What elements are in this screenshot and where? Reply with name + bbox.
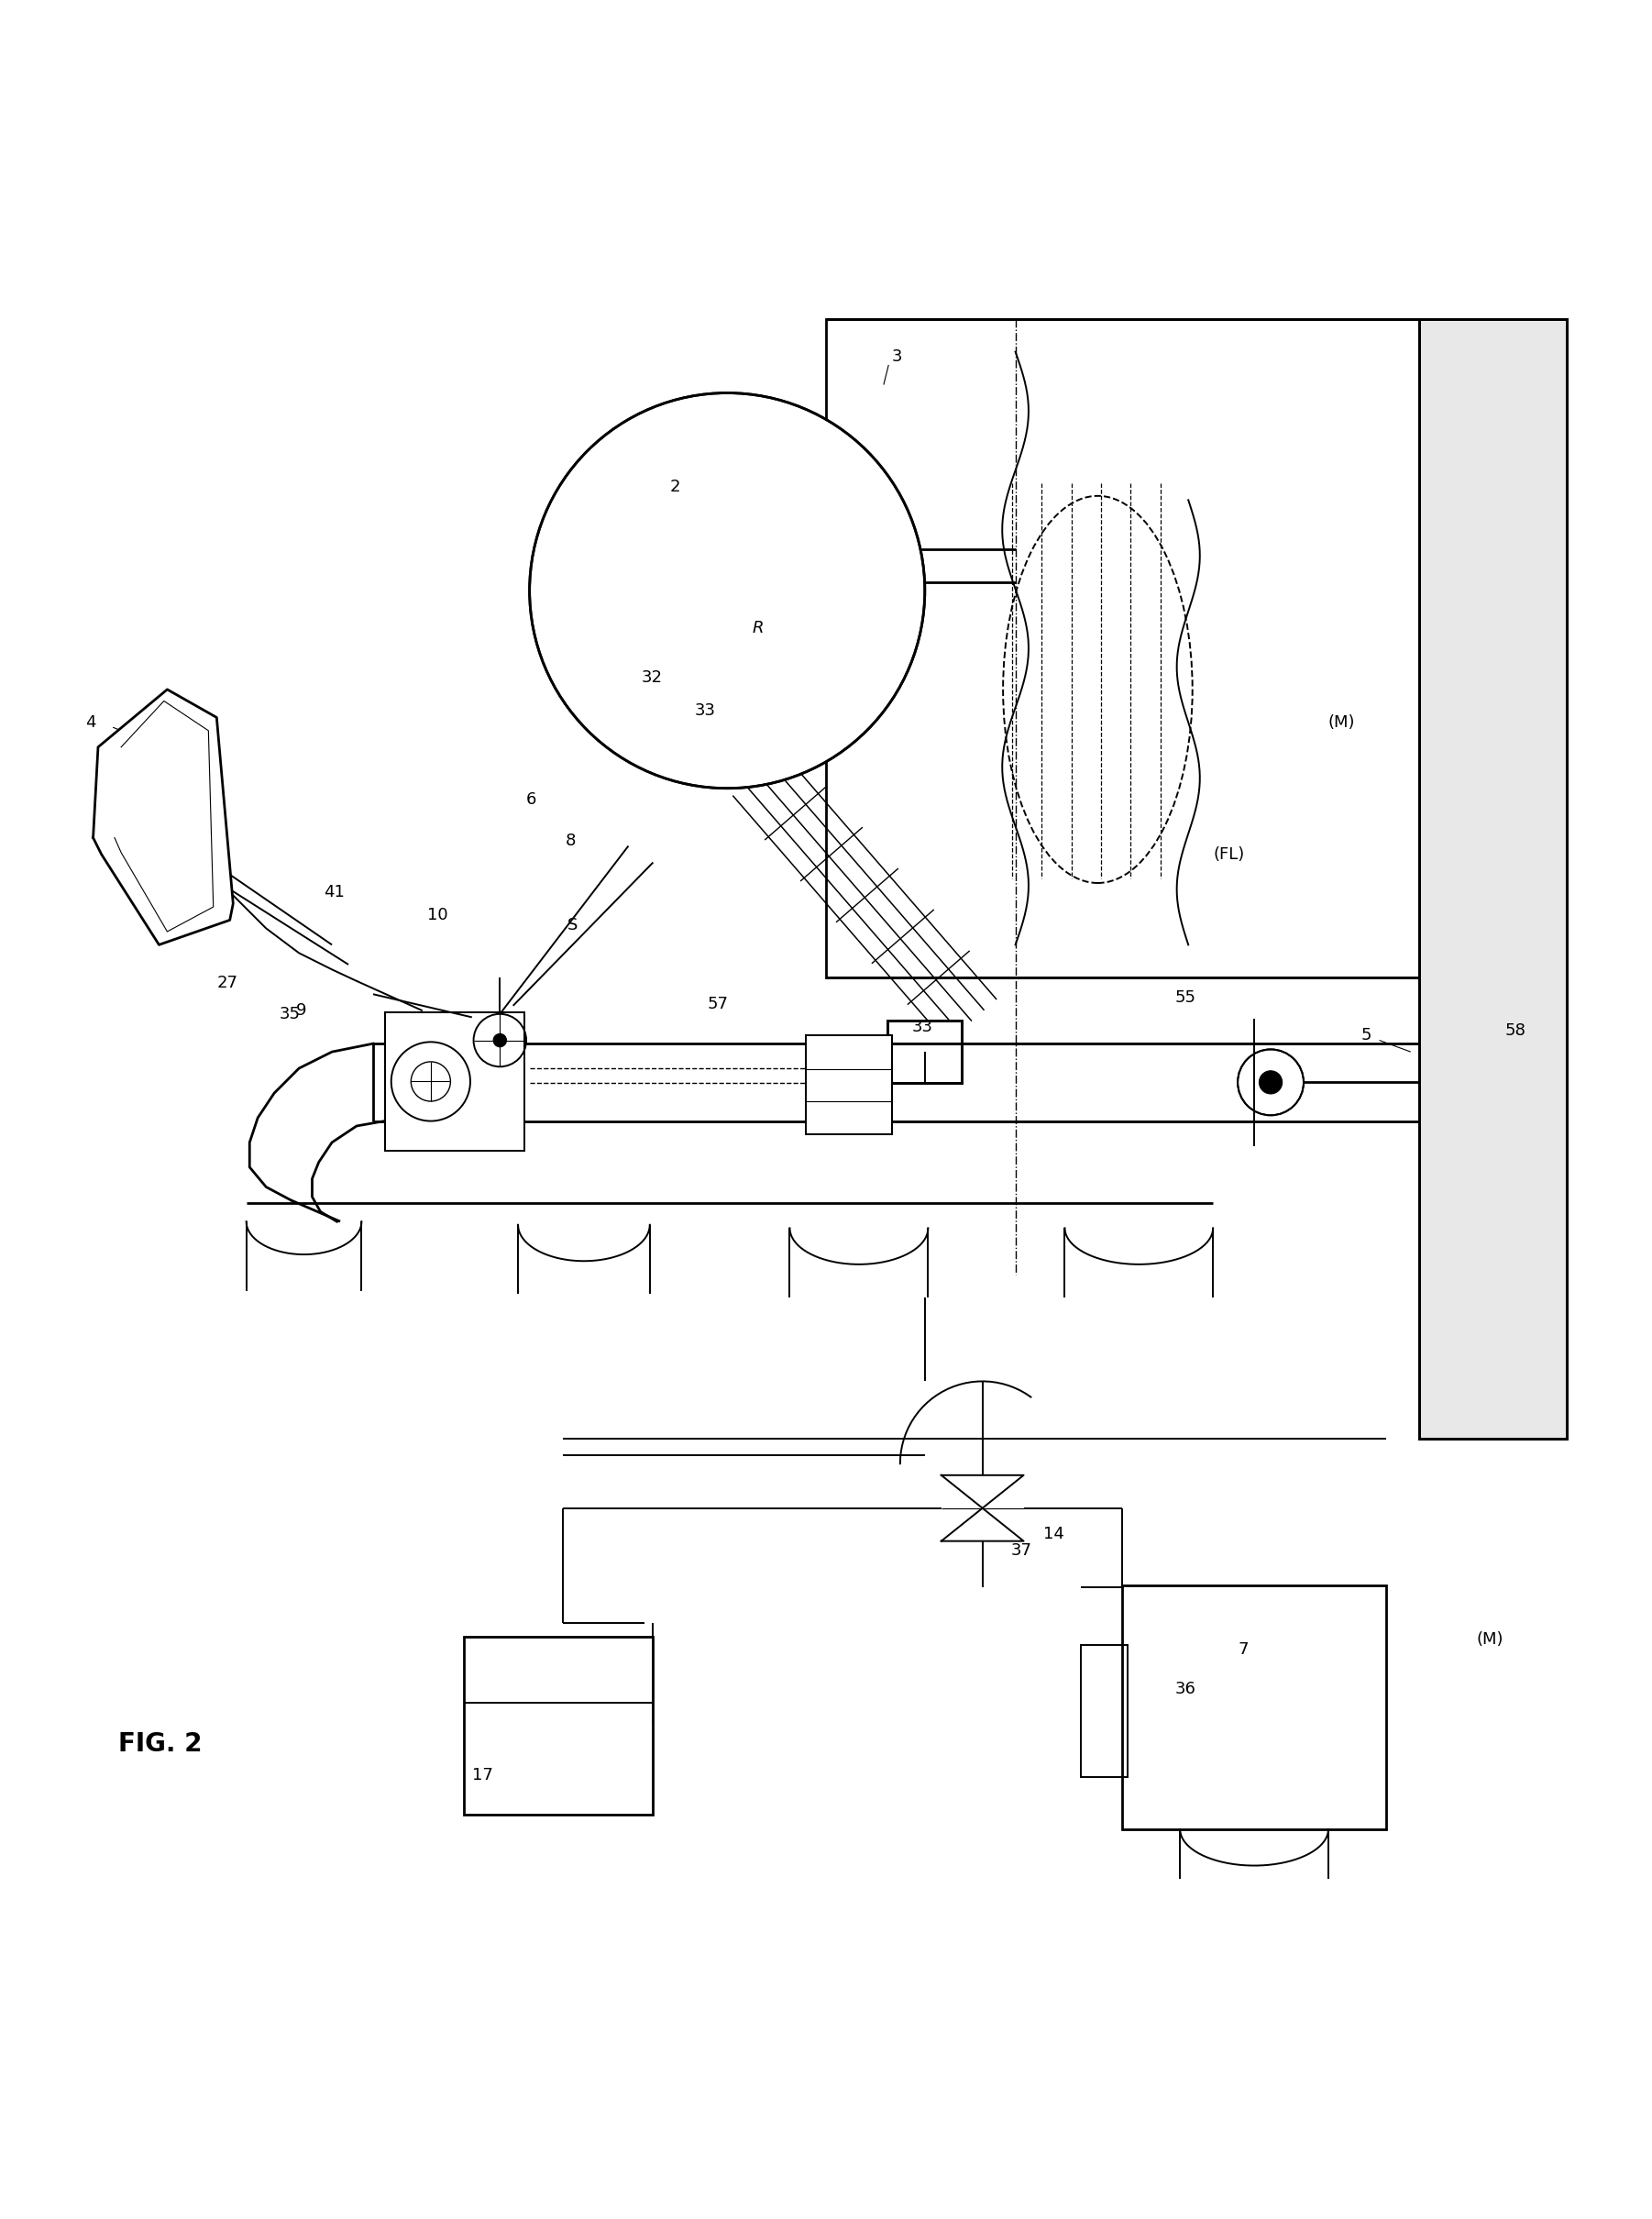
- Text: 2: 2: [669, 479, 681, 495]
- Text: 55: 55: [1175, 990, 1196, 1005]
- Text: (M): (M): [1328, 715, 1355, 730]
- Text: 3: 3: [892, 348, 902, 364]
- Text: 4: 4: [84, 715, 96, 730]
- Bar: [1419, 320, 1568, 1438]
- Text: 33: 33: [912, 1019, 933, 1036]
- Text: 57: 57: [707, 996, 729, 1012]
- Bar: [887, 1021, 961, 1083]
- Circle shape: [494, 1034, 507, 1047]
- Bar: [464, 1638, 653, 1815]
- Text: R: R: [752, 621, 763, 637]
- Bar: [806, 1036, 892, 1134]
- Text: 10: 10: [428, 908, 448, 923]
- Text: 35: 35: [279, 1005, 301, 1023]
- Text: S: S: [567, 916, 578, 934]
- Text: (FL): (FL): [1213, 845, 1244, 863]
- Text: 9: 9: [296, 1003, 306, 1019]
- Bar: [385, 1012, 525, 1152]
- Text: 6: 6: [527, 792, 537, 808]
- Text: 27: 27: [216, 974, 238, 992]
- Bar: [1419, 320, 1568, 1438]
- Text: FIG. 2: FIG. 2: [117, 1731, 202, 1757]
- Circle shape: [530, 393, 925, 788]
- Bar: [1122, 1587, 1386, 1828]
- Bar: [887, 1021, 961, 1083]
- Bar: [826, 320, 1419, 979]
- Text: 17: 17: [472, 1766, 492, 1784]
- Text: 8: 8: [565, 832, 577, 850]
- Text: 58: 58: [1505, 1023, 1525, 1038]
- Bar: [1082, 1644, 1127, 1777]
- Text: 37: 37: [1011, 1542, 1031, 1560]
- Text: (M): (M): [1477, 1631, 1503, 1649]
- Text: 32: 32: [641, 670, 662, 686]
- Text: 36: 36: [1175, 1682, 1196, 1698]
- Text: 33: 33: [694, 703, 715, 719]
- Bar: [806, 1036, 892, 1134]
- Circle shape: [1237, 1050, 1303, 1116]
- Text: 14: 14: [1044, 1527, 1064, 1542]
- Circle shape: [1259, 1072, 1282, 1094]
- Text: 5: 5: [1361, 1027, 1371, 1043]
- Text: 41: 41: [324, 883, 345, 901]
- Bar: [385, 1012, 525, 1152]
- Text: 7: 7: [1237, 1642, 1249, 1658]
- Polygon shape: [93, 690, 233, 945]
